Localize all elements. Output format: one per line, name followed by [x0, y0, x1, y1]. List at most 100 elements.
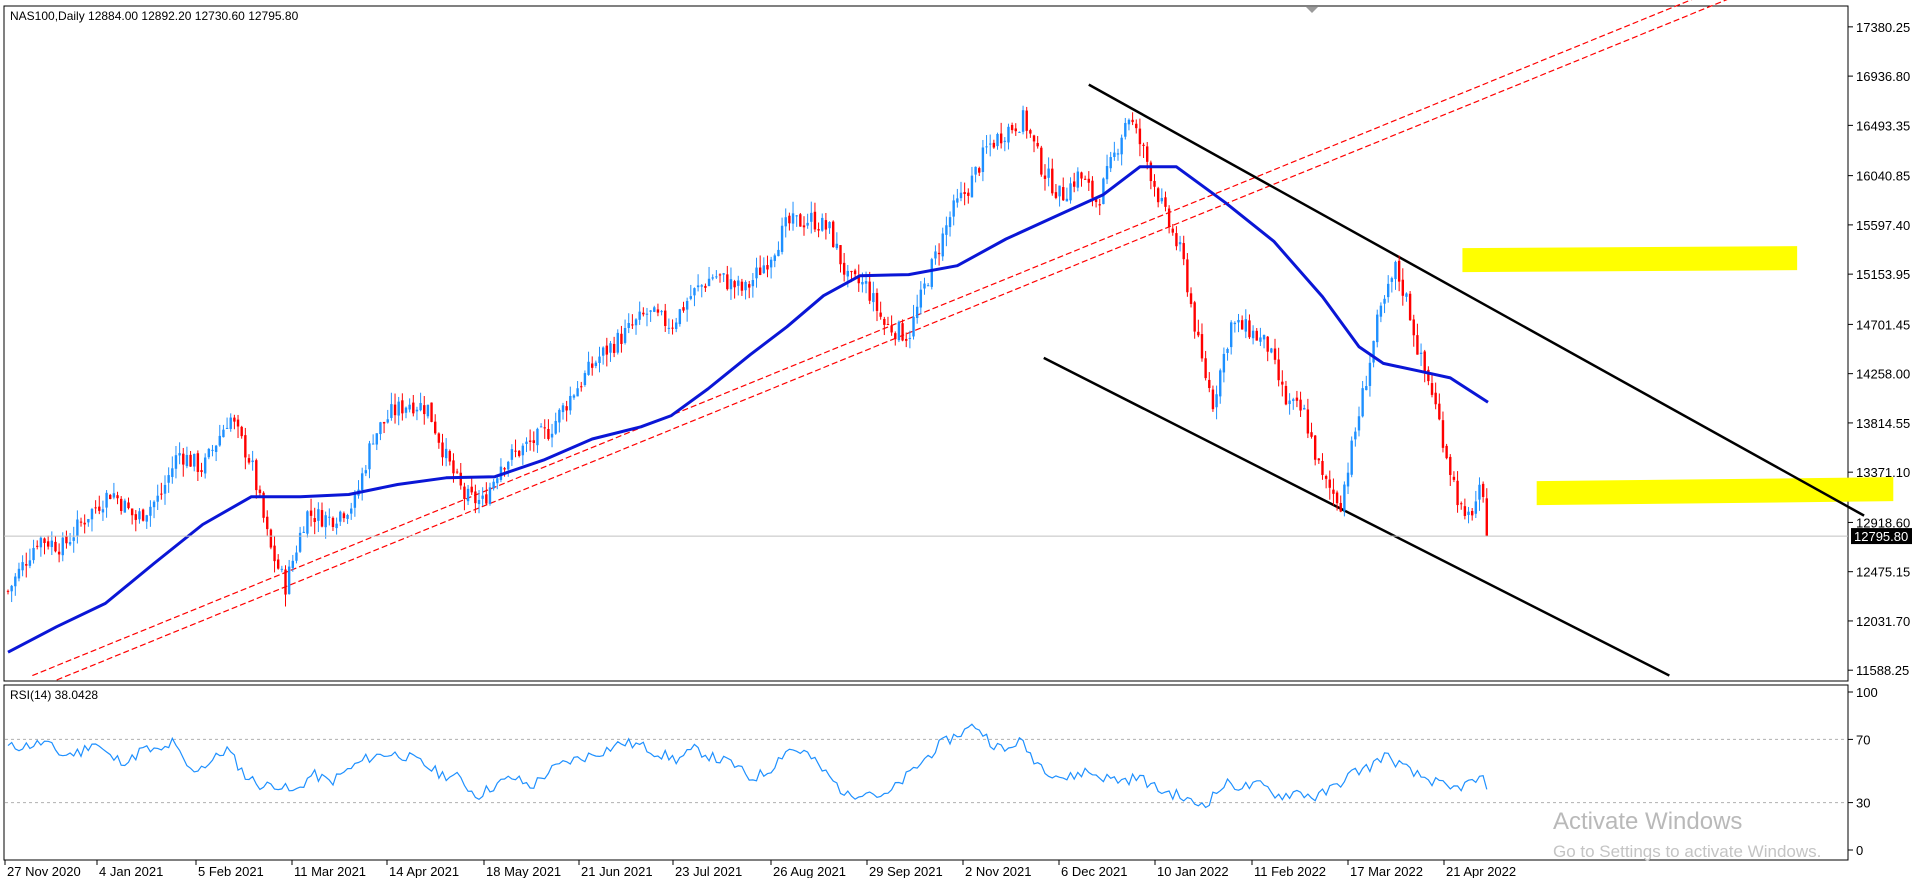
candle-body	[485, 494, 488, 504]
candle-body	[1109, 157, 1112, 169]
candle-body	[79, 521, 83, 523]
candle-body	[229, 417, 232, 429]
candle-body	[207, 448, 211, 458]
candle-body	[14, 576, 17, 587]
candle-body	[1058, 185, 1061, 197]
candle-body	[1025, 110, 1028, 131]
candle-body	[543, 427, 546, 429]
candle-body	[1430, 383, 1434, 395]
candle-body	[638, 311, 641, 320]
candle-body	[1394, 261, 1397, 280]
watermark-subtitle: Go to Settings to activate Windows.	[1553, 842, 1821, 861]
candle-body	[627, 322, 630, 328]
candle-body	[50, 540, 54, 548]
candle-body	[1361, 388, 1364, 417]
candle-body	[967, 192, 970, 196]
candle-body	[1229, 322, 1233, 348]
channel-upper-line	[1088, 83, 1865, 517]
candle-body	[510, 449, 514, 460]
candle-body	[784, 217, 787, 227]
candle-body	[671, 327, 674, 329]
candle-body	[1197, 331, 1200, 336]
candle-body	[634, 319, 638, 326]
candle-body	[985, 146, 988, 148]
candle-body	[806, 222, 809, 226]
candle-body	[1481, 483, 1485, 497]
candle-body	[554, 420, 557, 434]
candle-body	[1240, 320, 1244, 330]
candle-body	[850, 271, 853, 273]
candle-body	[76, 519, 79, 536]
chart-shift-marker	[1306, 7, 1318, 13]
candle-body	[1069, 183, 1072, 201]
candle-body	[1452, 476, 1456, 480]
price-tick-label: 12918.60	[1856, 515, 1910, 530]
candle-body	[287, 566, 291, 595]
candle-body	[685, 300, 689, 310]
candle-body	[46, 541, 50, 547]
candle-body	[284, 569, 287, 595]
trendlines	[32, 0, 1865, 681]
candle-body	[87, 519, 90, 523]
candle-body	[908, 337, 912, 339]
candle-body	[999, 133, 1003, 144]
candle-body	[481, 495, 484, 499]
support-zone	[1536, 477, 1894, 506]
candle-body	[879, 312, 882, 317]
candle-body	[919, 289, 923, 308]
candle-body	[1346, 472, 1350, 487]
candle-body	[298, 532, 302, 552]
candle-body	[1251, 330, 1255, 339]
candle-body	[835, 243, 839, 249]
candle-body	[182, 453, 185, 465]
candle-body	[517, 450, 521, 456]
candle-body	[1021, 110, 1025, 132]
rsi-header: RSI(14) 38.0428	[10, 688, 98, 702]
candle-body	[1259, 337, 1262, 342]
candle-body	[65, 536, 68, 544]
candle-body	[28, 560, 32, 566]
candle-body	[996, 134, 999, 147]
candle-body	[1449, 456, 1452, 475]
candle-body	[704, 285, 707, 288]
candle-body	[718, 274, 722, 276]
candle-body	[948, 217, 952, 228]
rsi-axis: 100 70 30 0	[1848, 685, 1878, 858]
candle-body	[98, 506, 101, 511]
candle-body	[963, 192, 966, 195]
candle-body	[1010, 124, 1014, 131]
candle-body	[1208, 379, 1211, 389]
candle-body	[693, 288, 696, 296]
candle-body	[1062, 187, 1065, 201]
candle-body	[864, 281, 868, 284]
candle-body	[1478, 484, 1481, 500]
price-tick-label: 16936.80	[1856, 69, 1910, 84]
candle-body	[309, 510, 313, 516]
candle-body	[328, 516, 331, 518]
current-price-tag-bg	[1851, 528, 1912, 545]
candle-body	[1171, 228, 1174, 233]
candle-body	[729, 279, 733, 290]
candle-body	[17, 568, 21, 579]
candle-body	[10, 585, 13, 592]
price-tick-label: 13371.10	[1856, 465, 1910, 480]
candle-body	[1222, 353, 1226, 373]
candle-body	[507, 461, 510, 470]
candle-body	[583, 373, 587, 385]
candle-body	[393, 404, 397, 416]
candle-body	[872, 293, 875, 303]
candle-body	[609, 343, 612, 353]
time-axis: 27 Nov 2020 4 Jan 2021 5 Feb 2021 11 Mar 20…	[4, 860, 1516, 878]
candle-body	[1383, 298, 1386, 304]
candle-body	[594, 362, 598, 366]
candle-body	[1423, 351, 1426, 372]
candle-body	[1167, 208, 1171, 227]
candle-body	[1051, 168, 1054, 194]
candle-body	[1412, 319, 1415, 336]
candle-body	[821, 217, 824, 231]
current-price-value: 12795.80	[1854, 529, 1908, 544]
candle-body	[853, 270, 857, 275]
candle-body	[970, 175, 974, 198]
candle-body	[525, 441, 528, 445]
